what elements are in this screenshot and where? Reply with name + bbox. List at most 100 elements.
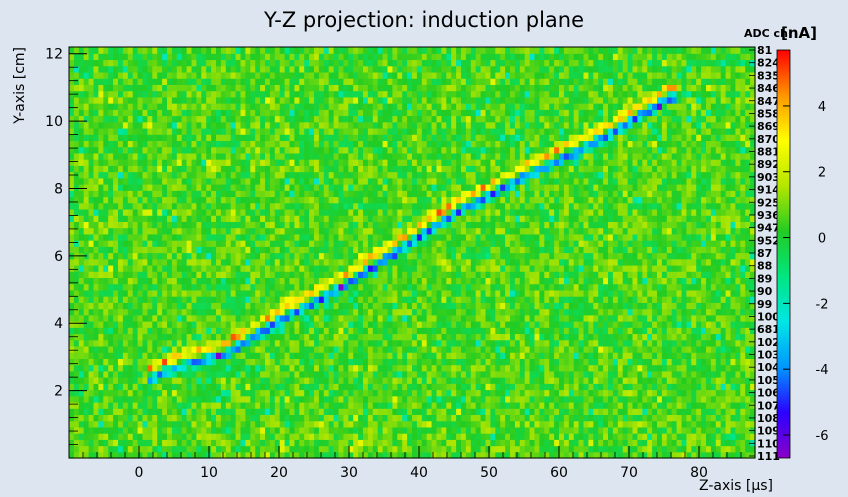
heatmap-cell [490, 345, 496, 353]
heatmap-cell [269, 258, 276, 266]
heatmap-cell [265, 439, 271, 447]
heatmap-cell [593, 339, 599, 347]
heatmap-cell [167, 426, 173, 434]
heatmap-cell [69, 339, 75, 347]
heatmap-cell [289, 358, 295, 366]
heatmap-cell [387, 321, 393, 328]
heatmap-cell [108, 345, 114, 353]
heatmap-cell [691, 401, 697, 409]
heatmap-cell [750, 308, 756, 316]
heatmap-cell [176, 302, 183, 310]
heatmap-cell [162, 389, 168, 397]
heatmap-cell [196, 277, 202, 285]
heatmap-cell [88, 321, 95, 328]
heatmap-cell [240, 308, 246, 316]
heatmap-cell [622, 358, 629, 366]
heatmap-cell [167, 302, 173, 310]
heatmap-cell [578, 246, 585, 254]
heatmap-cell [348, 377, 354, 384]
heatmap-cell [191, 264, 197, 272]
heatmap-cell [147, 395, 153, 403]
heatmap-cell [657, 333, 663, 341]
heatmap-cell [740, 339, 746, 347]
heatmap-cell [191, 314, 197, 322]
heatmap-cell [157, 246, 163, 254]
heatmap-cell [294, 426, 300, 434]
heatmap-cell [245, 277, 251, 285]
heatmap-cell [549, 327, 555, 335]
heatmap-cell [147, 252, 153, 260]
heatmap-cell [573, 252, 580, 260]
heatmap-cell [98, 408, 104, 416]
heatmap-cell [392, 408, 398, 416]
heatmap-cell [416, 364, 423, 372]
heatmap-cell [220, 296, 227, 303]
heatmap-cell [314, 252, 320, 260]
heatmap-cell [201, 439, 207, 447]
heatmap-cell [211, 401, 217, 409]
heatmap-cell [559, 246, 565, 254]
heatmap-cell [426, 283, 433, 291]
heatmap-cell [289, 252, 295, 260]
heatmap-cell [137, 321, 144, 328]
heatmap-cell [186, 296, 193, 303]
heatmap-cell [657, 414, 663, 422]
heatmap-cell [157, 433, 163, 440]
heatmap-cell [661, 264, 668, 272]
heatmap-cell [573, 433, 580, 440]
heatmap-cell [627, 321, 634, 328]
heatmap-cell [750, 408, 756, 416]
heatmap-cell [211, 352, 217, 359]
heatmap-cell [196, 308, 202, 316]
heatmap-cell [269, 271, 276, 279]
heatmap-cell [387, 277, 393, 285]
heatmap-cell [255, 339, 261, 347]
heatmap-cell [681, 345, 687, 353]
heatmap-cell [568, 389, 575, 397]
heatmap-cell [519, 302, 526, 310]
heatmap-cell [88, 252, 95, 260]
heatmap-cell [113, 370, 119, 378]
heatmap-cell [191, 333, 197, 341]
heatmap-cell [534, 426, 540, 434]
heatmap-cell [407, 445, 413, 453]
heatmap-cell [461, 383, 467, 391]
heatmap-cell [750, 264, 756, 272]
heatmap-cell [617, 246, 624, 254]
heatmap-cell [191, 401, 197, 409]
heatmap-cell [588, 314, 594, 322]
heatmap-cell [627, 383, 634, 391]
heatmap-cell [622, 370, 629, 378]
heatmap-cell [83, 370, 90, 378]
heatmap-cell [715, 426, 722, 434]
heatmap-cell [563, 420, 570, 428]
heatmap-cell [505, 377, 511, 384]
heatmap-cell [642, 345, 648, 353]
heatmap-cell [333, 296, 340, 303]
heatmap-cell [358, 370, 364, 378]
heatmap-cell [696, 333, 702, 341]
heatmap-cell [686, 395, 692, 403]
heatmap-cell [323, 383, 330, 391]
heatmap-cell [358, 445, 364, 453]
heatmap-cell [157, 420, 163, 428]
heatmap-cell [127, 264, 134, 272]
heatmap-cell [191, 258, 197, 266]
heatmap-cell [588, 370, 594, 378]
heatmap-cell [544, 277, 550, 285]
heatmap-cell [132, 314, 139, 322]
heatmap-cell [514, 395, 521, 403]
heatmap-cell [617, 364, 624, 372]
heatmap-cell [701, 302, 707, 310]
heatmap-cell [377, 426, 384, 434]
heatmap-cell [142, 383, 148, 391]
heatmap-cell [372, 401, 379, 409]
heatmap-cell [211, 314, 217, 322]
heatmap-cell [377, 451, 384, 459]
heatmap-cell [167, 289, 173, 297]
heatmap-cell [323, 370, 330, 378]
heatmap-cell [730, 426, 736, 434]
heatmap-cell [69, 283, 75, 291]
heatmap-cell [465, 339, 472, 347]
heatmap-cell [485, 358, 491, 366]
